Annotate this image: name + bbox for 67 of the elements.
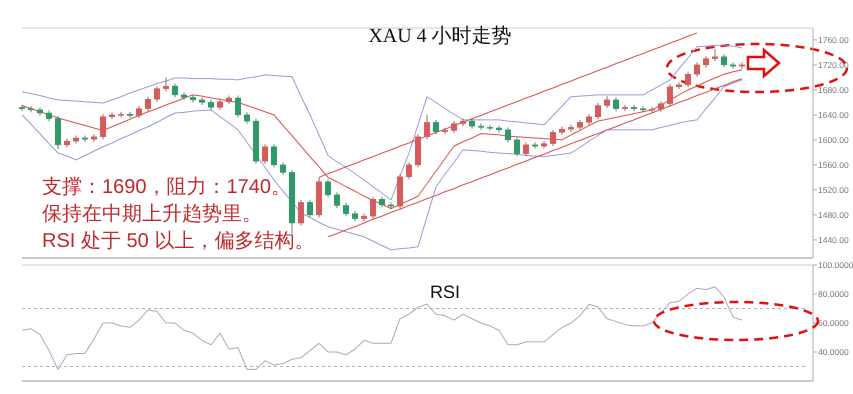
y-tick-label: 1520.00 [818,184,849,195]
y-tick-label: 1640.00 [818,110,849,120]
candlestick [136,106,142,118]
candlestick [702,56,710,68]
y-tick-label: 1440.00 [818,234,849,245]
candlestick [154,86,160,102]
line-series [22,286,742,370]
y-tick-label: 1600.00 [818,134,849,145]
candlestick [514,136,520,157]
candlestick [270,144,278,168]
candlestick [352,210,358,222]
y-tick-label: 80.0000 [818,289,849,299]
candlestick [406,162,412,180]
annotation: RSI 处于 50 以上，偏多结构。 [42,230,314,252]
candlestick [694,62,700,78]
candlestick [172,83,178,98]
annotation: 支撑：1690，阻力：1740。 [42,176,291,198]
candlestick [442,128,448,135]
candlestick [298,199,304,226]
candlestick [432,119,440,135]
candlestick [306,199,314,218]
candlestick [216,98,224,110]
candlestick [684,71,692,88]
candlestick [504,126,512,143]
candlestick [370,196,376,220]
candlestick [244,112,250,124]
candlestick [576,119,584,130]
candlestick [720,54,728,68]
line-series [328,78,742,238]
y-tick-label: 60.0000 [818,318,849,328]
candlestick [468,118,476,130]
line-series [22,44,742,200]
candlestick [324,178,332,198]
candlestick [144,96,152,112]
y-tick-label: 100.0000 [818,260,853,270]
y-tick-label: 1720.00 [818,60,849,70]
candlestick [378,196,386,208]
y-tick-label: 1760.00 [818,34,849,45]
y-tick-label: 1480.00 [818,210,849,220]
candlestick [342,202,350,217]
candlestick [712,48,718,62]
candlestick [82,135,88,142]
candlestick [46,110,52,122]
candlestick [522,142,530,157]
candlestick [262,144,268,164]
candlestick [100,114,106,140]
candlestick [604,96,610,108]
candlestick [658,100,664,112]
candlestick [550,129,556,147]
candlestick [208,99,214,110]
y-tick-label: 1680.00 [818,84,849,95]
text: RSI [430,282,460,302]
candlestick [666,84,674,107]
candlestick [586,114,592,126]
y-tick-label: 1560.00 [818,160,849,170]
y-tick-label: 40.0000 [818,347,849,357]
candlestick [334,192,340,208]
candlestick [234,95,242,118]
candlestick [612,96,620,112]
candlestick [450,120,458,134]
annotation: 保持在中期上升趋势里。 [42,203,262,225]
chart-title: XAU 4 小时走势 [368,25,512,47]
candlestick [424,114,430,140]
candlestick [594,102,602,120]
candlestick [162,76,170,92]
line-series [22,79,742,250]
candlestick [280,162,286,176]
